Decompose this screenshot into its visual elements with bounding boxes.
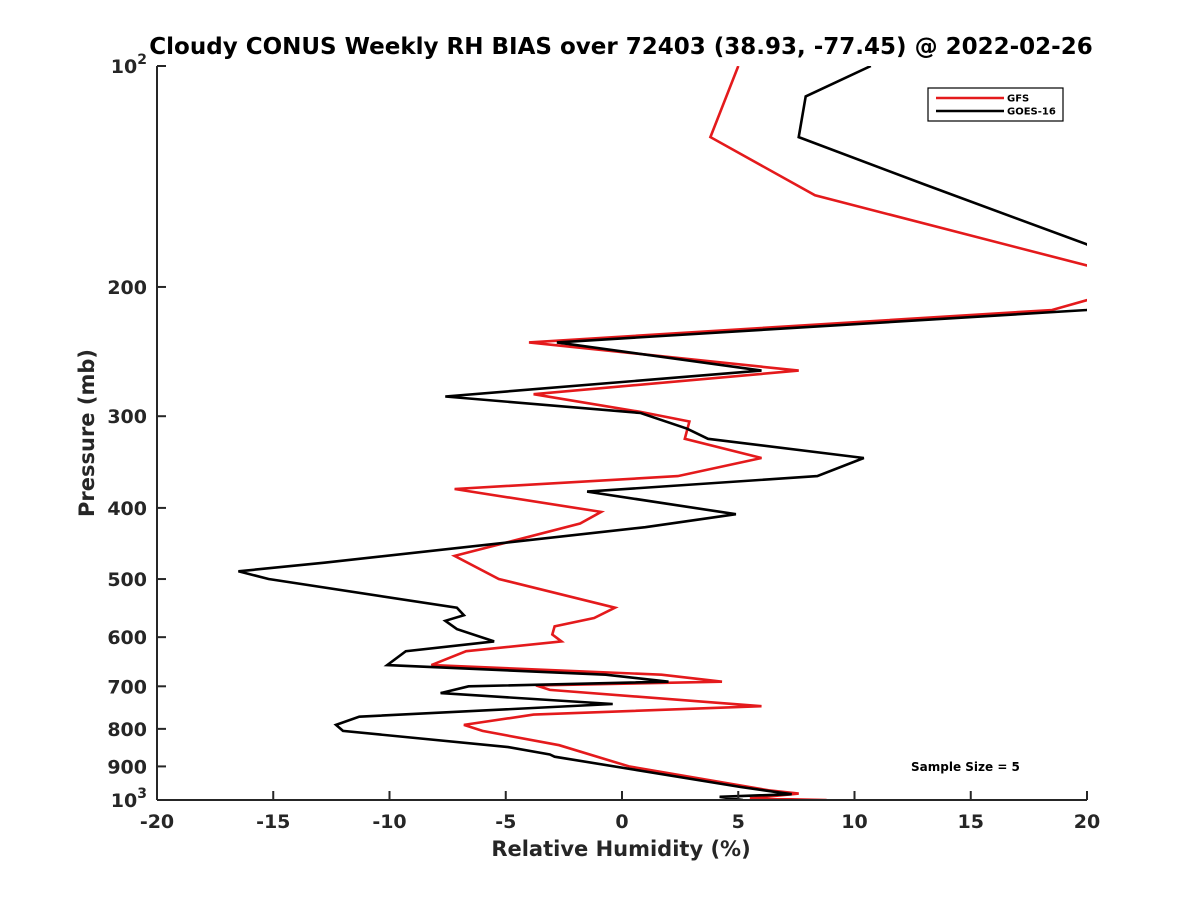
y-tick-label: 700: [107, 676, 147, 698]
series-layer: [238, 66, 1087, 800]
chart-title: Cloudy CONUS Weekly RH BIAS over 72403 (…: [149, 34, 1092, 60]
x-tick-label: -5: [495, 811, 516, 833]
x-tick-label: 20: [1074, 811, 1100, 833]
x-tick-label: 0: [615, 811, 628, 833]
x-tick-label: 5: [732, 811, 745, 833]
axes-layer: -20 -15 -10 -5 0 5 10 15 20 102 200 300 400 500 600 700…: [107, 52, 1100, 833]
legend-label-goes16: GOES-16: [1007, 107, 1056, 118]
y-tick-label: 200: [107, 277, 147, 299]
legend: GFS GOES-16: [927, 87, 1064, 122]
legend-label-gfs: GFS: [1007, 94, 1029, 105]
x-tick-label: -10: [372, 811, 406, 833]
x-tick-label: 15: [958, 811, 984, 833]
y-tick-label: 102: [111, 52, 147, 78]
y-tick-label: 900: [107, 756, 147, 778]
series-line-goes16: [238, 66, 1087, 800]
x-tick-label: -20: [140, 811, 174, 833]
y-tick-label: 500: [107, 569, 147, 591]
y-tick-label: 400: [107, 498, 147, 520]
y-tick-label: 600: [107, 627, 147, 649]
x-tick-label: -15: [256, 811, 290, 833]
x-axis-label: Relative Humidity (%): [491, 837, 750, 861]
sample-size-annotation: Sample Size = 5: [911, 760, 1020, 774]
y-tick-label: 103: [111, 786, 147, 812]
y-tick-label: 800: [107, 719, 147, 741]
y-axis-label: Pressure (mb): [75, 349, 99, 517]
legend-box: [927, 87, 1064, 122]
y-tick-label: 300: [107, 406, 147, 428]
series-line-gfs: [430, 66, 1087, 800]
x-tick-label: 10: [841, 811, 867, 833]
